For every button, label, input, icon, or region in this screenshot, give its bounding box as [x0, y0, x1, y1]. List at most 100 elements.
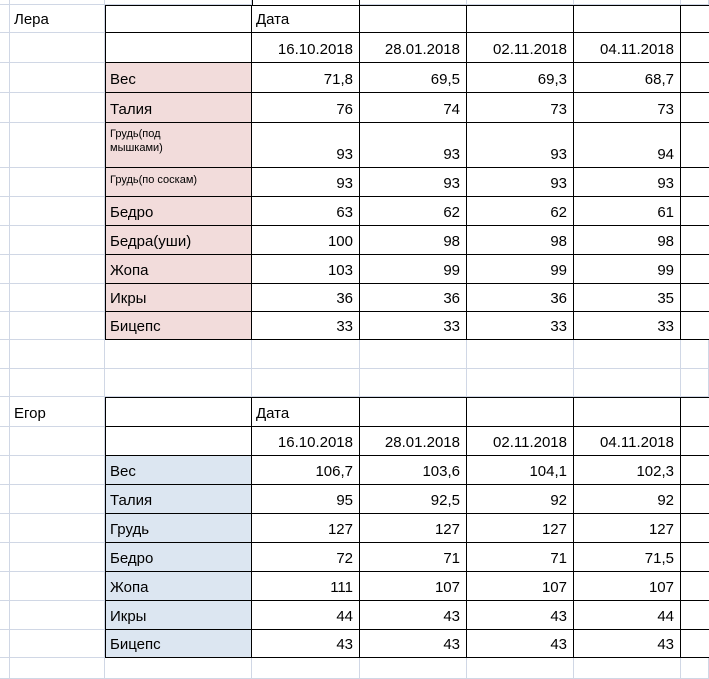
- value-cell[interactable]: 99: [467, 255, 574, 284]
- value-cell[interactable]: 93: [360, 168, 467, 197]
- grid-cell[interactable]: [0, 543, 10, 572]
- grid-cell[interactable]: [10, 543, 105, 572]
- date-header-cell[interactable]: Дата: [252, 397, 360, 427]
- cell[interactable]: [681, 312, 709, 340]
- grid-cell[interactable]: [10, 255, 105, 284]
- cell[interactable]: [681, 485, 709, 514]
- grid-cell[interactable]: [10, 369, 105, 397]
- row-label-cell[interactable]: Икры: [105, 601, 252, 630]
- grid-cell[interactable]: [252, 658, 360, 679]
- value-cell[interactable]: 36: [252, 284, 360, 312]
- value-cell[interactable]: 68,7: [574, 63, 681, 93]
- cell[interactable]: [681, 63, 709, 93]
- grid-cell[interactable]: [10, 93, 105, 123]
- value-cell[interactable]: 69,3: [467, 63, 574, 93]
- grid-cell[interactable]: [10, 514, 105, 543]
- row-label-cell[interactable]: Вес: [105, 63, 252, 93]
- value-cell[interactable]: 36: [360, 284, 467, 312]
- cell[interactable]: [681, 284, 709, 312]
- value-cell[interactable]: 94: [574, 123, 681, 168]
- grid-cell[interactable]: [10, 630, 105, 658]
- grid-cell[interactable]: [360, 369, 467, 397]
- cell[interactable]: [105, 33, 252, 63]
- grid-cell[interactable]: [0, 485, 10, 514]
- value-cell[interactable]: 93: [360, 123, 467, 168]
- value-cell[interactable]: 73: [574, 93, 681, 123]
- grid-cell[interactable]: [0, 5, 10, 33]
- grid-cell[interactable]: [10, 456, 105, 485]
- grid-cell[interactable]: [252, 369, 360, 397]
- cell[interactable]: [105, 5, 252, 33]
- grid-cell[interactable]: [574, 340, 681, 369]
- grid-cell[interactable]: [10, 397, 105, 427]
- grid-cell[interactable]: [10, 226, 105, 255]
- row-label-cell[interactable]: Вес: [105, 456, 252, 485]
- row-label-cell[interactable]: Жопа: [105, 572, 252, 601]
- date-cell[interactable]: 04.11.2018: [574, 427, 681, 456]
- value-cell[interactable]: 111: [252, 572, 360, 601]
- value-cell[interactable]: 69,5: [360, 63, 467, 93]
- row-label-cell[interactable]: Грудь: [105, 514, 252, 543]
- value-cell[interactable]: 107: [360, 572, 467, 601]
- date-header-cell[interactable]: Дата: [252, 5, 360, 33]
- grid-cell[interactable]: [10, 658, 105, 679]
- date-cell[interactable]: 28.01.2018: [360, 33, 467, 63]
- grid-cell[interactable]: [10, 572, 105, 601]
- grid-cell[interactable]: [0, 340, 10, 369]
- value-cell[interactable]: 71: [360, 543, 467, 572]
- cell[interactable]: [467, 397, 574, 427]
- grid-cell[interactable]: [0, 658, 10, 679]
- value-cell[interactable]: 43: [467, 601, 574, 630]
- grid-cell[interactable]: [467, 0, 574, 5]
- value-cell[interactable]: 63: [252, 197, 360, 226]
- row-label-cell[interactable]: Талия: [105, 485, 252, 514]
- value-cell[interactable]: 43: [360, 601, 467, 630]
- grid-cell[interactable]: [0, 0, 10, 5]
- value-cell[interactable]: 93: [252, 123, 360, 168]
- cell[interactable]: [681, 427, 709, 456]
- value-cell[interactable]: 44: [252, 601, 360, 630]
- value-cell[interactable]: 71,8: [252, 63, 360, 93]
- cell[interactable]: [681, 397, 709, 427]
- cell[interactable]: [681, 456, 709, 485]
- value-cell[interactable]: 44: [574, 601, 681, 630]
- cell[interactable]: [681, 33, 709, 63]
- grid-cell[interactable]: [0, 369, 10, 397]
- value-cell[interactable]: 76: [252, 93, 360, 123]
- grid-cell[interactable]: [10, 5, 105, 33]
- value-cell[interactable]: 127: [574, 514, 681, 543]
- date-cell[interactable]: 02.11.2018: [467, 427, 574, 456]
- grid-cell[interactable]: [681, 340, 709, 369]
- value-cell[interactable]: 71: [467, 543, 574, 572]
- grid-cell[interactable]: [0, 197, 10, 226]
- grid-cell[interactable]: [360, 658, 467, 679]
- grid-cell[interactable]: [10, 197, 105, 226]
- cell[interactable]: [681, 572, 709, 601]
- value-cell[interactable]: 43: [574, 630, 681, 658]
- grid-cell[interactable]: [467, 369, 574, 397]
- grid-cell[interactable]: [360, 0, 467, 5]
- value-cell[interactable]: 72: [252, 543, 360, 572]
- cell[interactable]: [681, 255, 709, 284]
- value-cell[interactable]: 92,5: [360, 485, 467, 514]
- grid-cell[interactable]: [10, 123, 105, 168]
- cell[interactable]: [681, 601, 709, 630]
- grid-cell[interactable]: [0, 427, 10, 456]
- value-cell[interactable]: 33: [252, 312, 360, 340]
- value-cell[interactable]: 93: [574, 168, 681, 197]
- date-cell[interactable]: 16.10.2018: [252, 427, 360, 456]
- date-cell[interactable]: 28.01.2018: [360, 427, 467, 456]
- cell[interactable]: [681, 123, 709, 168]
- row-label-cell[interactable]: Бицепс: [105, 312, 252, 340]
- grid-cell[interactable]: [574, 369, 681, 397]
- grid-cell[interactable]: [10, 485, 105, 514]
- cell[interactable]: [574, 5, 681, 33]
- row-label-cell[interactable]: Талия: [105, 93, 252, 123]
- grid-cell[interactable]: [10, 601, 105, 630]
- value-cell[interactable]: 62: [360, 197, 467, 226]
- grid-cell[interactable]: [574, 0, 681, 5]
- grid-cell[interactable]: [0, 255, 10, 284]
- cell[interactable]: [681, 93, 709, 123]
- row-label-cell[interactable]: Грудь(под мышками): [105, 123, 252, 168]
- value-cell[interactable]: 73: [467, 93, 574, 123]
